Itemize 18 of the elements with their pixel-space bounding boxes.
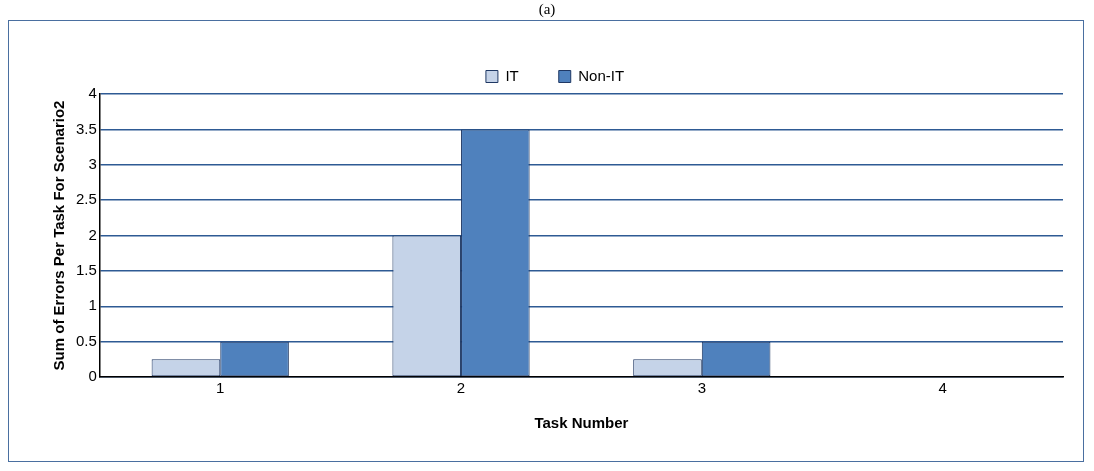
y-axis-title: Sum of Errors Per Task For Scenario2 [50, 100, 68, 371]
y-tick-label: 1 [88, 296, 97, 314]
x-tick-label: 4 [938, 379, 947, 397]
legend-label: IT [505, 66, 519, 84]
y-tick-label: 1.5 [75, 261, 97, 279]
chart-title: (a) [537, 0, 557, 18]
y-tick-label: 2.5 [75, 190, 97, 208]
x-tick-label: 1 [216, 379, 225, 397]
y-tick-label: 4 [88, 84, 97, 102]
y-tick-label: 2 [88, 225, 97, 243]
x-tick-label: 2 [456, 379, 466, 397]
x-tick-label: 3 [697, 379, 706, 397]
y-tick-label: 0 [88, 367, 97, 385]
x-axis-title: Task Number [534, 414, 629, 432]
legend-label: Non-IT [578, 66, 625, 84]
y-tick-label: 0.5 [75, 331, 97, 349]
y-tick-label: 3.5 [75, 119, 97, 137]
y-tick-label: 3 [88, 154, 97, 172]
